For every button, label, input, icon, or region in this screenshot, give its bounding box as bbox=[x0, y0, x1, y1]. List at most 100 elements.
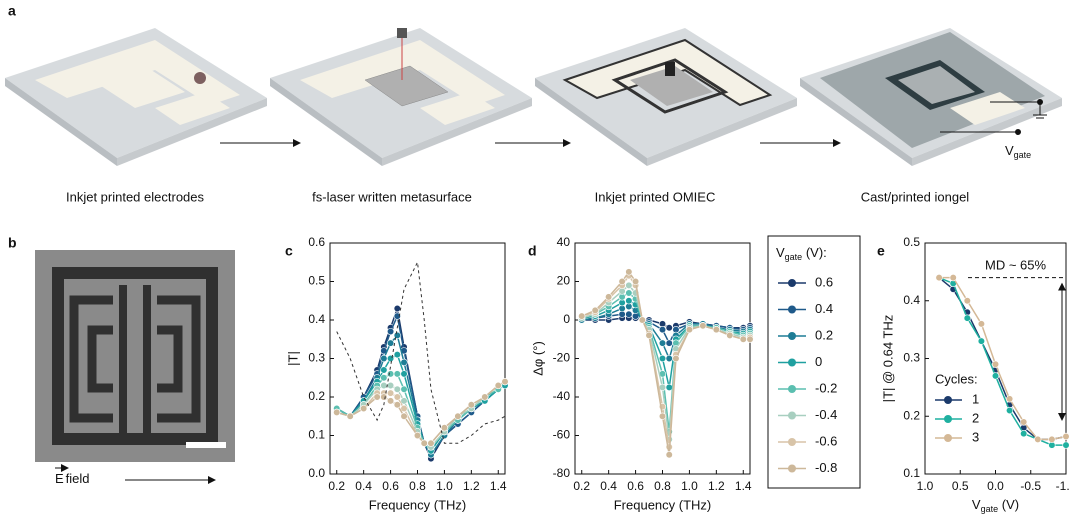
label-part: (V): bbox=[802, 245, 827, 260]
y-tick-label: 0.6 bbox=[308, 235, 325, 249]
data-point bbox=[1020, 430, 1027, 437]
data-point bbox=[740, 336, 747, 343]
data-point bbox=[347, 413, 354, 420]
label-part: (V) bbox=[998, 497, 1019, 512]
panel-letter: e bbox=[877, 243, 885, 259]
y-tick-label: 0.2 bbox=[903, 408, 920, 422]
data-point bbox=[1049, 436, 1056, 443]
legend-label: 0.6 bbox=[815, 274, 833, 289]
data-point bbox=[468, 401, 475, 408]
series-line bbox=[337, 382, 505, 447]
data-point bbox=[387, 371, 394, 378]
data-point bbox=[414, 432, 421, 439]
data-point bbox=[992, 373, 999, 380]
data-point bbox=[632, 278, 639, 285]
vgate-label: Vgate bbox=[1005, 143, 1031, 160]
legend-marker bbox=[944, 415, 952, 423]
y-tick-label: -80 bbox=[553, 466, 571, 480]
data-point bbox=[1020, 419, 1027, 426]
data-point bbox=[1063, 442, 1070, 449]
x-tick-label: 1.0 bbox=[681, 479, 698, 493]
data-point bbox=[592, 307, 599, 314]
panel-letter: b bbox=[8, 235, 17, 251]
x-tick-label: 0.8 bbox=[654, 479, 671, 493]
legend-label: 3 bbox=[972, 429, 979, 444]
data-point bbox=[387, 398, 394, 405]
data-point bbox=[578, 313, 585, 320]
data-point bbox=[394, 305, 401, 312]
data-point bbox=[626, 282, 633, 289]
y-axis-label: |T| bbox=[285, 351, 300, 366]
data-point bbox=[666, 355, 673, 362]
illustration-omiec bbox=[535, 28, 797, 166]
legend-label: 0.2 bbox=[815, 327, 833, 342]
data-point bbox=[747, 336, 754, 343]
legend-label: -0.8 bbox=[815, 460, 837, 475]
data-point bbox=[421, 440, 428, 447]
data-point bbox=[659, 326, 666, 333]
data-point bbox=[686, 326, 693, 333]
data-point bbox=[401, 359, 408, 366]
data-point bbox=[374, 394, 381, 401]
legend-marker bbox=[788, 438, 796, 446]
label-part: V bbox=[776, 245, 785, 260]
data-point bbox=[1006, 396, 1013, 403]
x-tick-label: 1.0 bbox=[436, 479, 453, 493]
legend-title: Cycles: bbox=[935, 371, 978, 386]
x-tick-label: 1.2 bbox=[708, 479, 725, 493]
y-axis-label: Δφ (°) bbox=[530, 341, 545, 376]
y-tick-label: 0.1 bbox=[308, 428, 325, 442]
data-point bbox=[428, 440, 435, 447]
legend-marker bbox=[944, 396, 952, 404]
data-point bbox=[626, 269, 633, 276]
panel-letter: c bbox=[285, 243, 293, 259]
y-tick-label: 0.3 bbox=[903, 351, 920, 365]
data-point bbox=[394, 394, 401, 401]
data-point bbox=[978, 338, 985, 345]
data-point bbox=[333, 409, 340, 416]
data-point bbox=[387, 355, 394, 362]
x-tick-label: 0.0 bbox=[987, 479, 1004, 493]
data-point bbox=[1006, 407, 1013, 414]
legend-marker bbox=[788, 306, 796, 314]
legend-label: -0.4 bbox=[815, 407, 837, 422]
data-point bbox=[936, 274, 943, 281]
data-point bbox=[713, 326, 720, 333]
data-point bbox=[394, 371, 401, 378]
label-part: gate bbox=[981, 504, 999, 514]
legend-marker bbox=[788, 412, 796, 420]
data-point bbox=[646, 332, 653, 339]
data-point bbox=[666, 324, 673, 331]
y-tick-label: 0.5 bbox=[903, 235, 920, 249]
legend-marker bbox=[788, 279, 796, 287]
legend-label: 1 bbox=[972, 391, 979, 406]
legend-label: -0.6 bbox=[815, 433, 837, 448]
x-axis-label: Frequency (THz) bbox=[369, 497, 467, 512]
x-tick-label: 0.6 bbox=[382, 479, 399, 493]
y-tick-label: 0.2 bbox=[308, 389, 325, 403]
legend-marker bbox=[788, 359, 796, 367]
series-line bbox=[939, 278, 1066, 440]
data-point bbox=[992, 361, 999, 368]
data-point bbox=[401, 371, 408, 378]
x-axis-label: Frequency (THz) bbox=[614, 497, 712, 512]
x-tick-label: 0.2 bbox=[573, 479, 590, 493]
y-tick-label: 40 bbox=[557, 235, 571, 249]
label-part: V bbox=[972, 497, 981, 512]
step-caption: Inkjet printed OMIEC bbox=[595, 189, 716, 204]
data-point bbox=[394, 351, 401, 358]
data-point bbox=[360, 405, 367, 412]
x-axis-label: Vgate (V) bbox=[972, 497, 1019, 514]
legend-marker bbox=[944, 434, 952, 442]
x-tick-label: 0.4 bbox=[600, 479, 617, 493]
data-point bbox=[381, 374, 388, 381]
panel-letter: d bbox=[528, 243, 537, 259]
sem-image bbox=[35, 250, 235, 462]
data-point bbox=[639, 317, 646, 324]
y-axis-label: |T| @ 0.64 THz bbox=[880, 315, 895, 403]
x-tick-label: 0.5 bbox=[952, 479, 969, 493]
step-caption: fs-laser written metasurface bbox=[312, 189, 472, 204]
x-tick-label: 1.4 bbox=[490, 479, 507, 493]
x-tick-label: 0.6 bbox=[627, 479, 644, 493]
data-point bbox=[381, 382, 388, 389]
